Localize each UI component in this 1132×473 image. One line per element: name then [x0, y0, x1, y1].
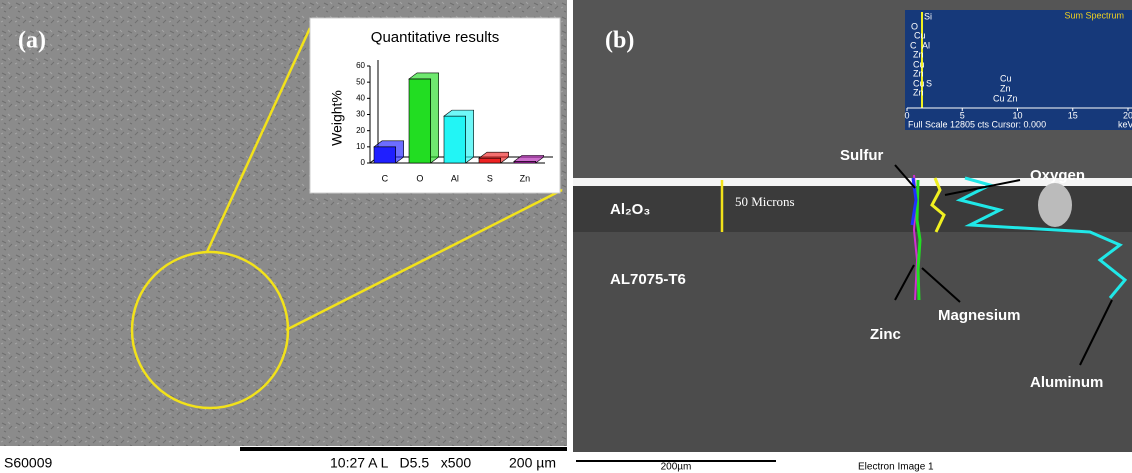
annotation: Sulfur — [840, 147, 883, 164]
annotation: Zinc — [870, 326, 901, 343]
substrate — [573, 232, 1132, 452]
peak-label: Cu Zn — [993, 93, 1018, 103]
inset-title: Quantitative results — [371, 29, 499, 46]
peak-label: Zn — [913, 68, 924, 78]
annotation: Aluminum — [1030, 374, 1103, 391]
y-tick-label: 0 — [361, 158, 366, 167]
scale-label: 200µm — [661, 462, 692, 473]
spectrum-unit: keV — [1118, 119, 1132, 129]
x-tick-label: S — [487, 173, 493, 183]
image-caption: Electron Image 1 — [858, 462, 934, 473]
x-tick-label: 15 — [1068, 110, 1078, 120]
panel-label: (a) — [18, 28, 46, 54]
peak-label: Zn — [1000, 83, 1011, 93]
bar — [444, 116, 466, 163]
bar — [374, 147, 396, 163]
peak-label: Zn — [913, 87, 924, 97]
spectrum-status: Full Scale 12805 cts Cursor: 0.000 — [908, 119, 1046, 129]
annotation: 50 Microns — [735, 194, 795, 209]
inset-y-label: Weight% — [329, 90, 345, 146]
x-tick-label: 5 — [960, 110, 965, 120]
y-tick-label: 40 — [356, 93, 365, 102]
y-tick-label: 30 — [356, 110, 365, 119]
x-tick-label: O — [416, 173, 423, 183]
annotation: Magnesium — [938, 307, 1021, 324]
annotation: AL7075-T6 — [610, 271, 686, 288]
y-tick-label: 50 — [356, 77, 365, 86]
y-tick-label: 60 — [356, 61, 365, 70]
x-tick-label: C — [382, 173, 389, 183]
x-tick-label: 20 — [1123, 110, 1132, 120]
peak-label: Cu — [1000, 73, 1012, 83]
annotation: Oxygen — [1030, 167, 1085, 184]
bar — [409, 79, 431, 163]
peak-label: Si — [924, 11, 932, 21]
particle — [1038, 183, 1072, 227]
x-tick-label: Zn — [520, 173, 531, 183]
peak-label: S — [926, 78, 932, 88]
spectrum-title: Sum Spectrum — [1064, 10, 1124, 20]
sample-id: S60009 — [4, 455, 52, 471]
peak-label: Cu — [914, 30, 926, 40]
x-tick-label: 10 — [1012, 110, 1022, 120]
peak-label: Zn — [913, 49, 924, 59]
panel-label: (b) — [605, 28, 634, 54]
scale-label: 200 µm — [509, 455, 556, 471]
annotation: Al₂O₃ — [610, 201, 650, 218]
figure: (a) Quantitative results Weight% 0 10 20 30… — [0, 0, 1132, 473]
page: {"panel_a": {"label": "(a)", "footer": {… — [0, 0, 1132, 473]
acquisition-info: 10:27 A L D5.5 x500 — [330, 455, 471, 471]
y-tick-label: 20 — [356, 126, 365, 135]
x-tick-label: Al — [451, 173, 459, 183]
x-tick-label: 0 — [904, 110, 909, 120]
footer-b — [573, 452, 1132, 473]
bar — [479, 158, 501, 163]
y-tick-label: 10 — [356, 142, 365, 151]
